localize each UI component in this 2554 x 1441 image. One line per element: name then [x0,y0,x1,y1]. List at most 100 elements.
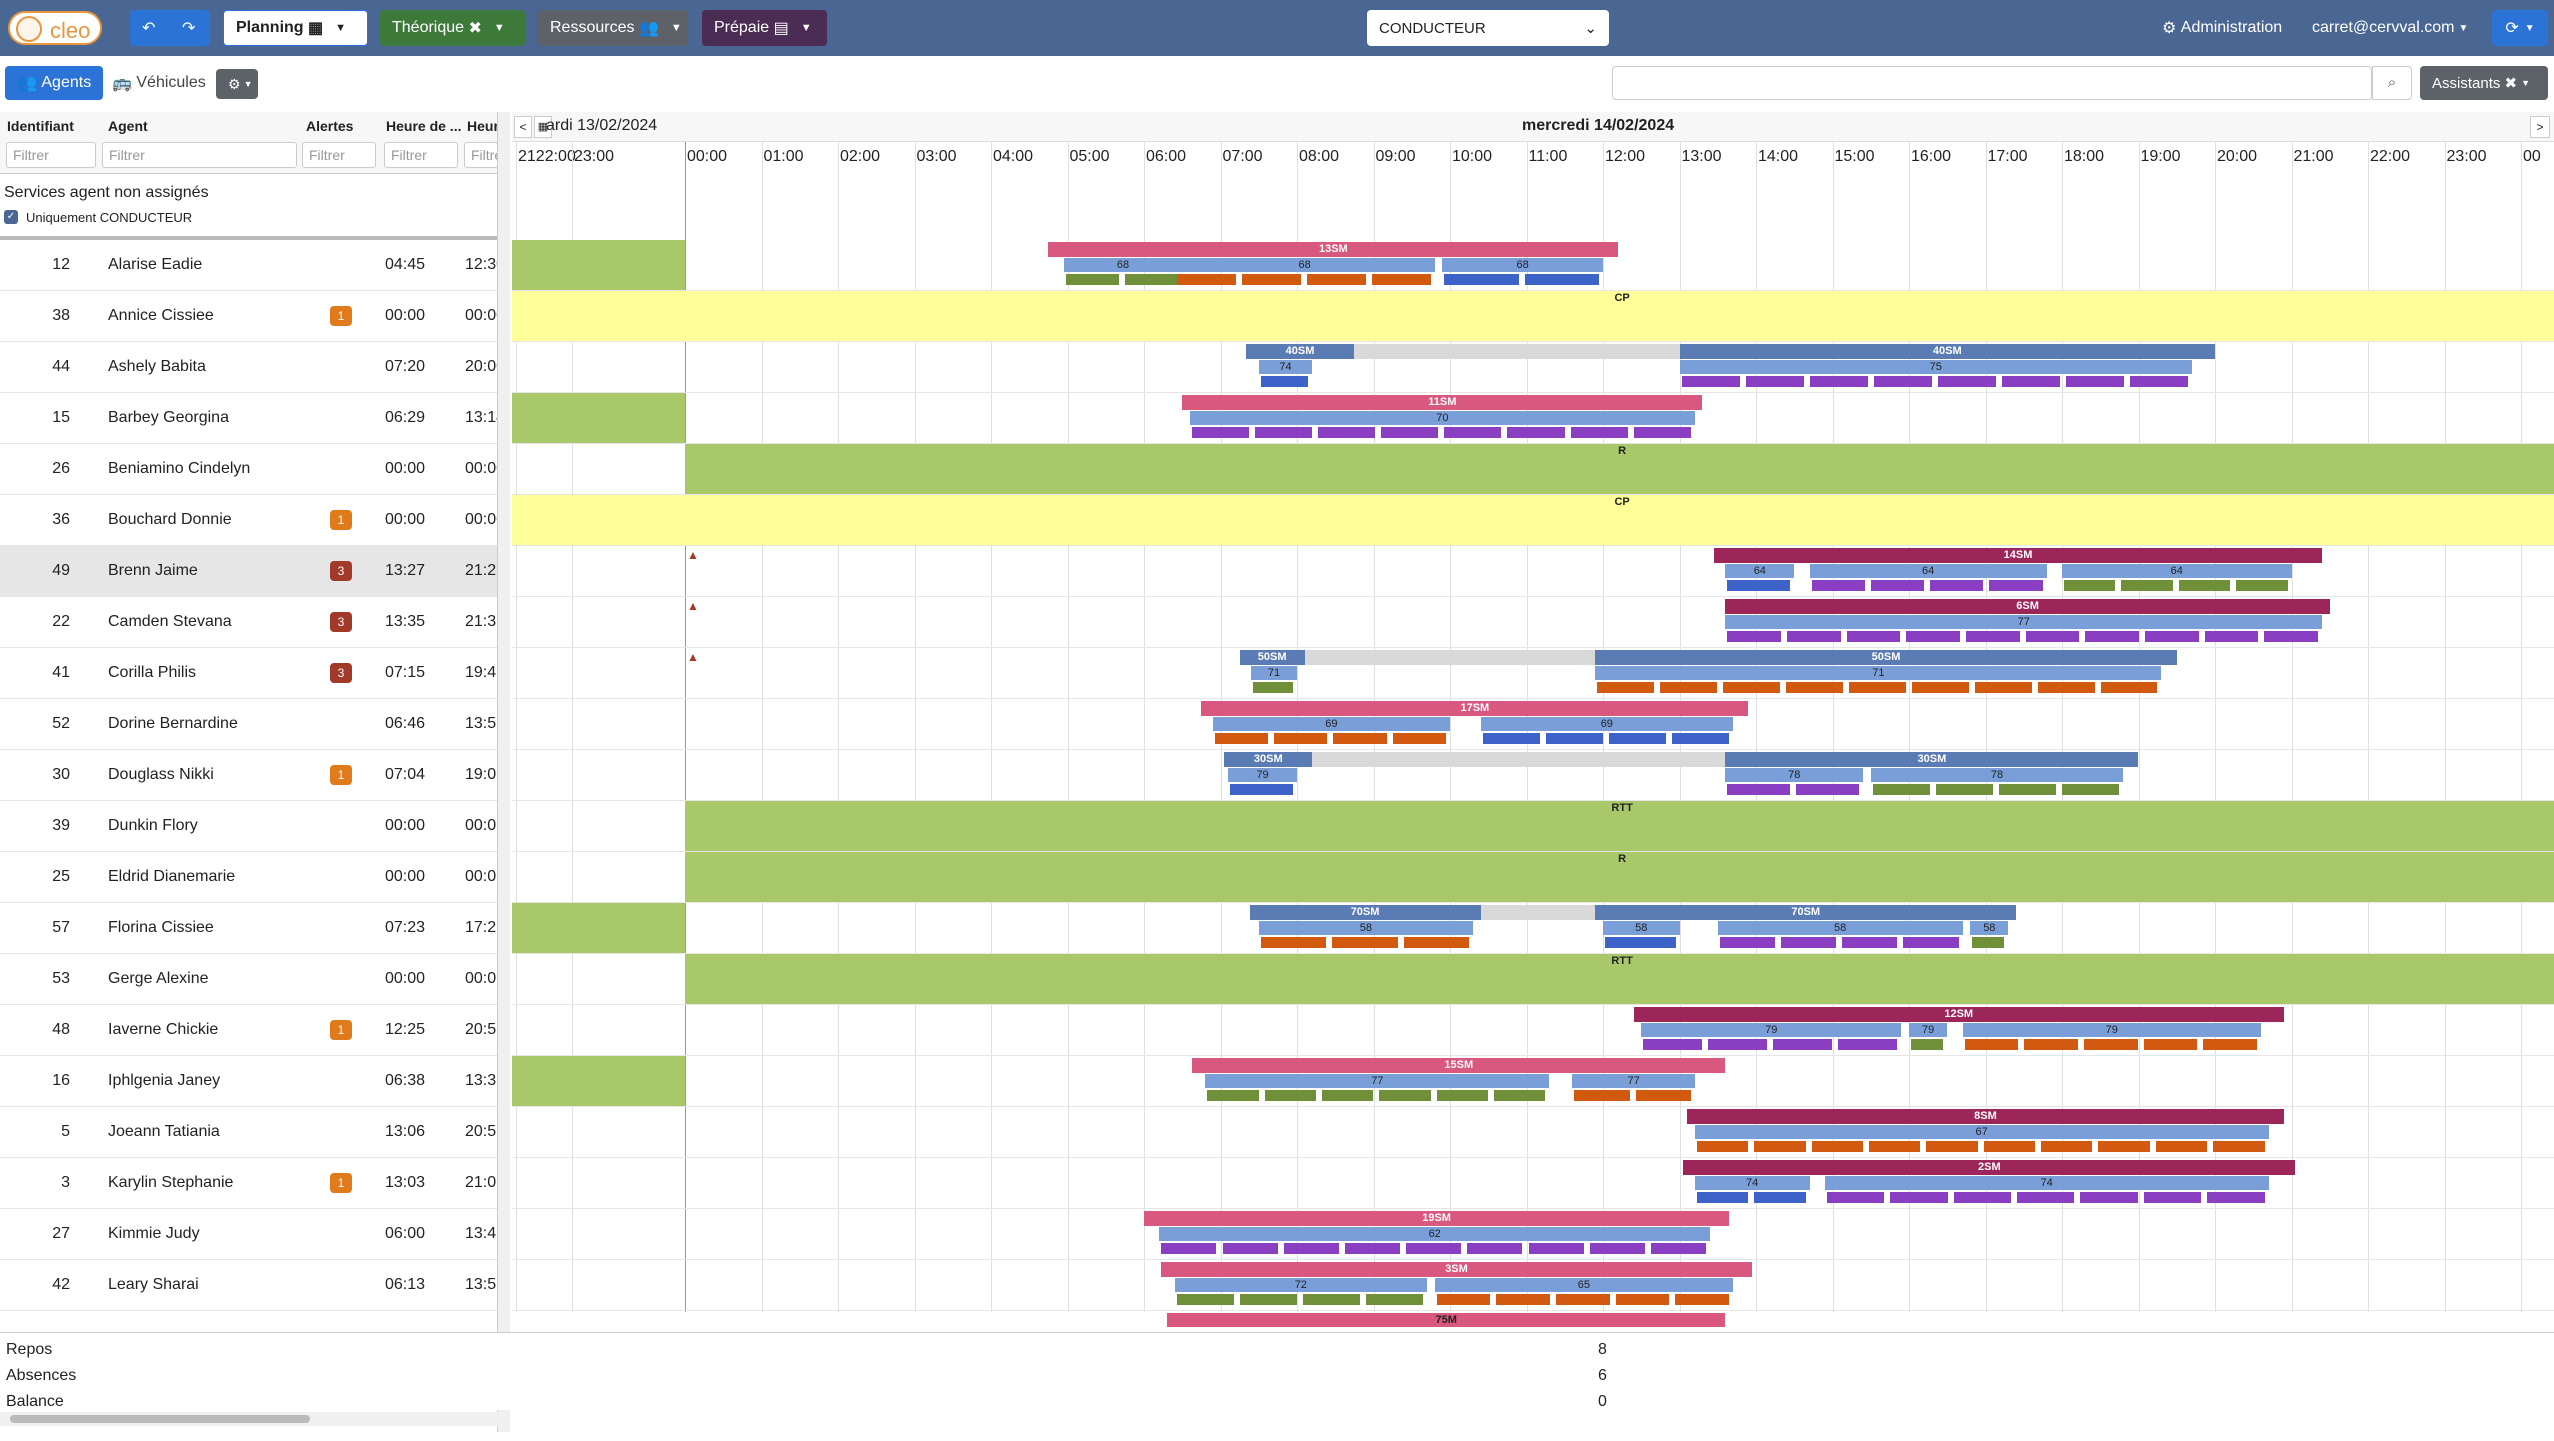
activity-segment[interactable] [1868,1141,1921,1152]
activity-segment[interactable] [2155,1141,2208,1152]
service-bar[interactable]: 19SM [1144,1211,1730,1226]
activity-segment[interactable] [1574,1090,1630,1101]
service-bar[interactable]: 6SM [1725,599,2330,614]
vehicle-bar[interactable]: 79 [1962,1023,2261,1037]
activity-segment[interactable] [1392,733,1446,744]
vehicle-bar[interactable]: 78 [1870,768,2124,782]
vertical-scrollbar[interactable] [498,112,510,1432]
vehicle-bar[interactable]: 68 [1063,258,1183,272]
table-row[interactable]: 3 Karylin Stephanie 1 13:03 21:0 [0,1158,497,1209]
activity-segment[interactable] [1176,274,1236,285]
activity-segment[interactable] [1872,784,1930,795]
service-bar[interactable]: 40SM [1679,344,2215,359]
previous-day-block[interactable] [512,240,685,290]
activity-segment[interactable] [1890,1192,1948,1203]
activity-segment[interactable] [1926,1141,1978,1152]
service-bar[interactable]: 13SM [1048,242,1619,257]
activity-segment[interactable] [1786,682,1843,693]
activity-segment[interactable] [2017,1192,2075,1203]
filter-heure-fin[interactable]: Filtrer [464,142,497,168]
activity-segment[interactable] [2207,1192,2265,1203]
activity-segment[interactable] [1911,682,1969,693]
warning-icon[interactable]: ▲ [687,548,699,562]
activity-segment[interactable] [2178,580,2231,591]
vehicle-bar[interactable]: 74 [1258,360,1313,374]
vehicle-bar[interactable]: 68 [1442,258,1603,272]
activity-segment[interactable] [2080,1192,2138,1203]
activity-segment[interactable] [1597,682,1655,693]
vehicle-bar[interactable]: 71 [1595,666,2162,680]
activity-segment[interactable] [1903,937,1959,948]
activity-segment[interactable] [1773,1039,1833,1050]
activity-segment[interactable] [1333,733,1387,744]
column-header-identifiant[interactable]: Identifiant [7,118,74,134]
activity-segment[interactable] [1727,580,1791,591]
table-row[interactable]: 30 Douglass Nikki 1 07:04 19:0 [0,750,497,801]
absence-block[interactable]: R [685,852,2554,902]
absence-block[interactable]: RTT [685,801,2554,851]
activity-segment[interactable] [1318,427,1376,438]
vehicle-bar[interactable]: 58 [1717,921,1963,935]
activity-segment[interactable] [1937,376,1996,387]
alert-badge[interactable]: 3 [330,612,352,632]
table-row[interactable]: 53 Gerge Alexine 00:00 00:0 [0,954,497,1005]
service-bar[interactable]: 40SM [1245,344,1355,359]
activity-segment[interactable] [1848,682,1906,693]
table-row[interactable]: 26 Beniamino Cindelyn 00:00 00:00 [0,444,497,495]
activity-segment[interactable] [1124,274,1179,285]
vehicle-bar[interactable]: 79 [1228,768,1297,782]
service-bar[interactable]: 14SM [1713,548,2323,563]
vehicle-bar[interactable]: 71 [1251,666,1297,680]
service-bar[interactable]: 30SM [1725,752,2139,767]
previous-day-block[interactable] [512,495,685,545]
activity-segment[interactable] [1556,1294,1610,1305]
activity-segment[interactable] [2098,1141,2150,1152]
activity-segment[interactable] [1671,733,1730,744]
activity-segment[interactable] [1239,1294,1297,1305]
alert-badge[interactable]: 1 [330,510,352,530]
vehicle-bar[interactable]: 75 [1679,360,2193,374]
activity-segment[interactable] [1983,1141,2036,1152]
activity-segment[interactable] [1436,1090,1489,1101]
vehicle-bar[interactable]: 79 [1909,1023,1948,1037]
table-row[interactable]: 22 Camden Stevana 3 13:35 21:3 [0,597,497,648]
service-bar[interactable]: 70SM [1595,905,2017,920]
activity-segment[interactable] [1283,1243,1339,1254]
undo-button[interactable]: ↶ [130,10,170,46]
activity-segment[interactable] [1191,427,1249,438]
activity-segment[interactable] [1719,937,1775,948]
activity-segment[interactable] [1545,733,1603,744]
activity-segment[interactable] [1306,274,1366,285]
administration-link[interactable]: ⚙ Administration [2162,19,2283,37]
table-row[interactable]: 42 Leary Sharai 06:13 13:5 [0,1260,497,1311]
activity-segment[interactable] [2100,682,2158,693]
search-input[interactable] [1612,66,2372,100]
activity-segment[interactable] [1302,1294,1360,1305]
column-header-alertes[interactable]: Alertes [306,118,354,134]
activity-segment[interactable] [1780,937,1837,948]
activity-segment[interactable] [1870,580,1925,591]
user-menu[interactable]: carret@cervval.com ▼ [2312,19,2469,36]
service-bar[interactable]: 75M [1166,1313,1726,1327]
app-logo[interactable]: cleo [8,11,102,45]
role-select[interactable]: CONDUCTEUR ⌄ [1367,10,1609,46]
alert-badge[interactable]: 1 [330,306,352,326]
vehicle-bar[interactable]: 58 [1258,921,1473,935]
activity-segment[interactable] [1467,1243,1523,1254]
activity-segment[interactable] [1660,682,1718,693]
vehicle-bar[interactable]: 58 [1603,921,1680,935]
activity-segment[interactable] [2062,784,2120,795]
activity-segment[interactable] [1675,1294,1730,1305]
table-row[interactable]: 39 Dunkin Flory 00:00 00:0 [0,801,497,852]
vehicle-bar[interactable]: 79 [1641,1023,1902,1037]
activity-segment[interactable] [2236,580,2288,591]
activity-segment[interactable] [1321,1090,1374,1101]
activity-segment[interactable] [1065,274,1119,285]
activity-segment[interactable] [1935,784,1993,795]
activity-segment[interactable] [1379,1090,1431,1101]
service-bar[interactable]: 11SM [1182,395,1703,410]
activity-segment[interactable] [2064,580,2116,591]
activity-segment[interactable] [1496,1294,1551,1305]
activity-segment[interactable] [1264,1090,1316,1101]
table-row[interactable]: 27 Kimmie Judy 06:00 13:4 [0,1209,497,1260]
